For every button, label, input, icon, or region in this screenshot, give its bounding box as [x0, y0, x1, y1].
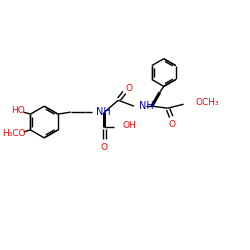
Text: OCH₃: OCH₃: [196, 98, 219, 107]
Text: HO: HO: [11, 106, 24, 115]
Text: H₃CO: H₃CO: [2, 130, 25, 138]
Text: OH: OH: [122, 122, 136, 130]
Text: NH: NH: [139, 101, 154, 111]
Text: O: O: [101, 143, 108, 152]
Text: O: O: [126, 84, 133, 93]
Text: O: O: [168, 120, 175, 128]
Text: NH: NH: [96, 107, 111, 117]
